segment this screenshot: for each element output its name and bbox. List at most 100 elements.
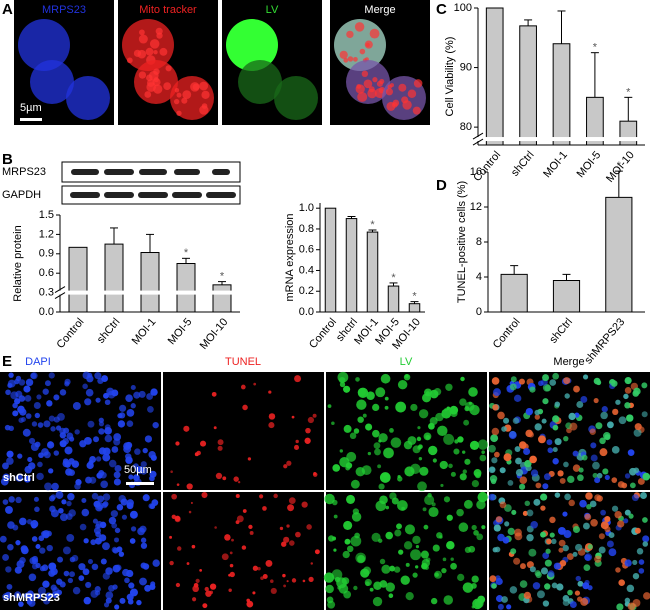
- cell: [270, 587, 277, 595]
- cell: [568, 499, 575, 507]
- cell: [16, 560, 25, 569]
- y-tick-label: 90: [460, 61, 472, 73]
- cell: [383, 447, 394, 459]
- x-tick-label: shCtrl: [547, 316, 575, 346]
- cell: [534, 423, 542, 431]
- cell: [611, 505, 619, 512]
- cell: [449, 405, 459, 415]
- cell: [397, 475, 401, 479]
- cell: [443, 496, 451, 503]
- cell: [135, 467, 143, 474]
- mito: [385, 88, 394, 96]
- cell: [152, 559, 160, 567]
- cell: [623, 518, 629, 524]
- cell: [507, 480, 514, 486]
- x-tick-label: shCtrl: [509, 149, 537, 179]
- protein-label: GAPDH: [2, 189, 41, 201]
- cell: [265, 559, 273, 567]
- y-tick-label: 0.0: [299, 306, 314, 318]
- cell: [544, 559, 552, 567]
- cell: [14, 591, 22, 599]
- cell: [624, 377, 632, 385]
- cell: [2, 462, 9, 470]
- cell: [273, 493, 278, 499]
- cell: [35, 562, 41, 569]
- cell: [374, 448, 381, 456]
- cell: [66, 76, 110, 120]
- cell: [122, 568, 130, 577]
- cell: [283, 536, 290, 543]
- cell: [18, 19, 70, 71]
- cell: [403, 541, 413, 550]
- cell: [415, 565, 419, 569]
- significance: *: [370, 219, 375, 231]
- cell: [634, 527, 641, 534]
- cell: [108, 459, 117, 468]
- significance: *: [184, 247, 189, 259]
- cell: [58, 507, 64, 514]
- cell: [257, 566, 261, 571]
- cell: [575, 575, 581, 582]
- cell: [519, 476, 528, 485]
- cell: [542, 552, 550, 560]
- cell: [554, 401, 561, 408]
- cell: [542, 374, 550, 382]
- cell: [115, 564, 122, 571]
- cell: [629, 482, 636, 489]
- cell: [464, 458, 471, 465]
- significance: *: [391, 272, 396, 284]
- cell: [66, 500, 72, 507]
- mito: [356, 84, 362, 89]
- cell: [579, 499, 587, 508]
- cell: [31, 523, 37, 529]
- cell: [546, 439, 553, 446]
- cell: [37, 422, 44, 428]
- cell: [24, 592, 31, 599]
- cell: [33, 496, 39, 502]
- cell: [291, 415, 295, 419]
- cell: [262, 506, 267, 511]
- cell: [150, 388, 158, 396]
- blot-band: [138, 192, 168, 198]
- cell: [488, 493, 496, 501]
- cell: [510, 376, 517, 383]
- cell: [585, 492, 593, 500]
- cell: [121, 514, 128, 520]
- cell: [432, 544, 440, 552]
- cell: [405, 591, 414, 601]
- channel-label: DAPI: [25, 356, 51, 368]
- cell: [546, 538, 552, 545]
- cell: [177, 546, 182, 551]
- cell: [494, 546, 501, 553]
- cell: [274, 76, 318, 120]
- cell: [453, 448, 460, 455]
- cell: [4, 591, 12, 599]
- cell: [15, 496, 22, 504]
- cell: [302, 579, 306, 583]
- cell: [396, 523, 402, 530]
- cell: [499, 467, 506, 474]
- cell: [442, 557, 447, 562]
- cell: [491, 457, 498, 464]
- cell: [372, 403, 380, 412]
- cell: [126, 420, 134, 427]
- cell: [627, 449, 635, 456]
- cell: [126, 409, 135, 417]
- channel-label: MRPS23: [42, 4, 86, 16]
- cell: [542, 600, 550, 607]
- cell: [554, 438, 562, 446]
- scale-bar-label: 5µm: [20, 102, 42, 114]
- cell: [332, 464, 341, 472]
- cell: [332, 499, 338, 506]
- cell: [270, 579, 274, 583]
- cell: [423, 524, 429, 530]
- cell: [529, 386, 536, 393]
- cell: [594, 555, 602, 563]
- cell: [366, 391, 375, 400]
- cell: [31, 536, 38, 542]
- cell: [26, 599, 33, 605]
- cell: [12, 410, 19, 417]
- cell: [307, 416, 315, 424]
- cell: [142, 494, 150, 502]
- cell: [102, 542, 110, 551]
